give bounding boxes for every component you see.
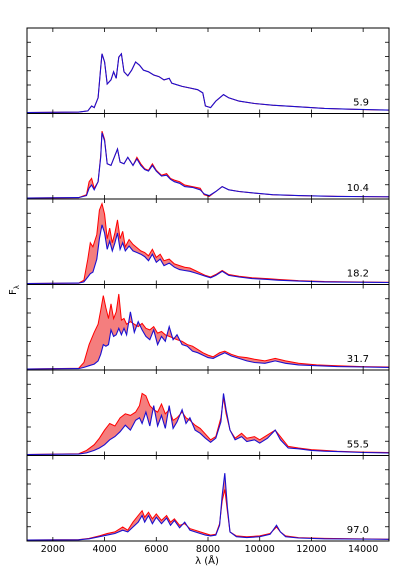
panel-background <box>27 370 389 456</box>
panel-background <box>27 28 389 114</box>
panel-background <box>27 113 389 199</box>
panel-epoch-label: 5.9 <box>353 98 369 109</box>
x-tick-label: 2000 <box>41 544 65 555</box>
blue-spectrum-line <box>26 473 390 541</box>
red-spectrum-line <box>26 293 390 370</box>
panel-epoch-label: 97.0 <box>347 525 369 536</box>
x-tick-label: 4000 <box>92 544 116 555</box>
panel-2: 10.4 <box>26 113 390 200</box>
panel-3: 18.2 <box>26 198 390 285</box>
panels-layer: 5.9 10.4 18.2 31.7 55.5 97.0 2000 4000 6000 8000 1… <box>26 27 390 555</box>
panel-epoch-label: 10.4 <box>347 183 369 194</box>
blue-spectrum-line <box>26 224 390 285</box>
y-axis-label: Fλ <box>8 285 21 295</box>
panel-4: 31.7 <box>26 284 390 371</box>
panel-5: 55.5 <box>26 369 390 456</box>
panel-frame <box>26 455 390 542</box>
x-tick-label: 6000 <box>144 544 168 555</box>
panel-1: 5.9 <box>26 27 390 114</box>
x-tick-label: 8000 <box>196 544 220 555</box>
difference-fill <box>27 203 389 284</box>
panel-epoch-label: 55.5 <box>347 440 369 451</box>
blue-spectrum-line <box>26 393 390 456</box>
panel-background <box>27 455 389 541</box>
panel-6: 97.0 <box>26 455 390 542</box>
panel-epoch-label: 31.7 <box>347 354 369 365</box>
difference-fill <box>27 294 389 369</box>
panel-epoch-label: 18.2 <box>347 269 369 280</box>
panel-background <box>27 199 389 285</box>
x-tick-label: 14000 <box>348 544 378 555</box>
blue-spectrum-line <box>26 311 390 370</box>
x-tick-label: 10000 <box>245 544 275 555</box>
red-spectrum-line <box>26 201 390 284</box>
x-tick-label: 12000 <box>296 544 326 555</box>
blue-spectrum-line <box>26 52 390 114</box>
y-axis-label-subscript: λ <box>13 285 21 289</box>
blue-spectrum-line <box>26 132 390 199</box>
x-axis-label: λ (Å) <box>195 554 219 567</box>
